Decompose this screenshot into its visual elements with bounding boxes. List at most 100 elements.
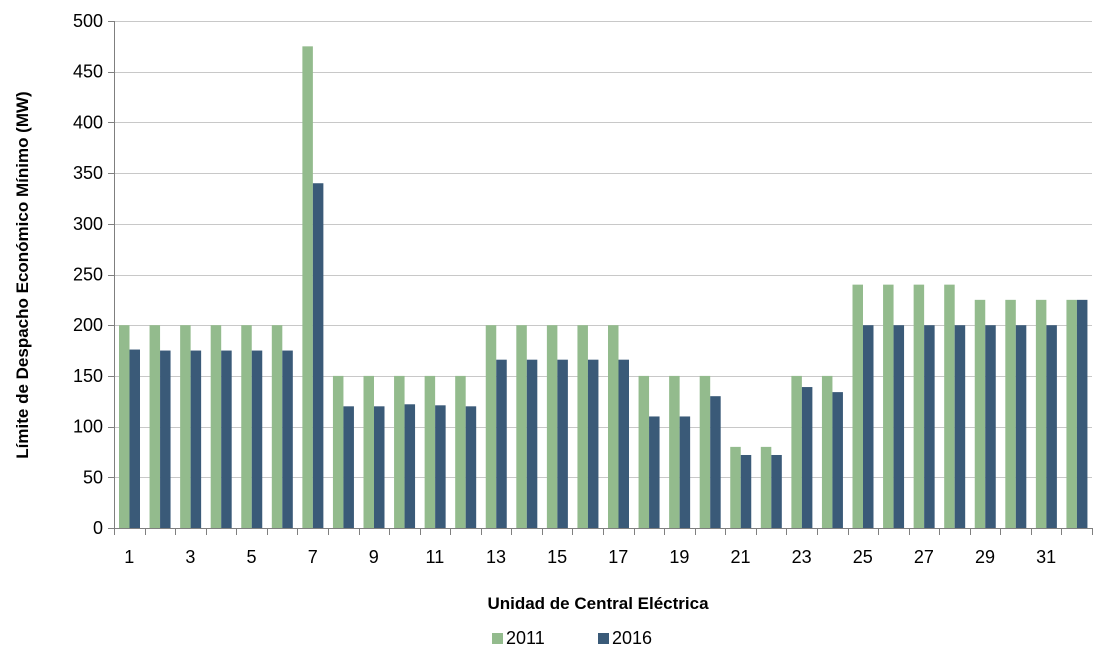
y-tick-label: 500 bbox=[73, 11, 103, 31]
bar-2011-25 bbox=[852, 284, 863, 528]
bar-2016-16 bbox=[587, 359, 599, 528]
bar-2016-3 bbox=[190, 350, 202, 528]
x-tick-label: 29 bbox=[975, 547, 995, 567]
x-tick-label: 3 bbox=[185, 547, 195, 567]
bar-2016-10 bbox=[404, 404, 416, 528]
y-tick-label: 450 bbox=[73, 62, 103, 82]
x-tick-label: 15 bbox=[547, 547, 567, 567]
legend-swatch bbox=[598, 633, 609, 644]
bar-2011-13 bbox=[485, 325, 497, 528]
bar-2016-8 bbox=[343, 406, 354, 528]
bar-2011-18 bbox=[638, 375, 650, 528]
x-tick-label: 1 bbox=[124, 547, 134, 567]
bar-2011-15 bbox=[546, 325, 558, 528]
bar-2016-2 bbox=[160, 350, 171, 528]
bar-2011-21 bbox=[730, 446, 741, 528]
bar-2016-29 bbox=[985, 325, 996, 528]
x-tick-label: 25 bbox=[853, 547, 873, 567]
bar-2011-11 bbox=[424, 375, 436, 528]
bar-2016-7 bbox=[312, 183, 324, 529]
bar-2016-30 bbox=[1015, 325, 1027, 528]
legend-swatch bbox=[492, 633, 503, 644]
y-tick-label: 300 bbox=[73, 214, 103, 234]
x-tick-labels: 1 3 5 7 9 11 13 15 17 19 21 23 25 27 29 31 bbox=[124, 547, 1056, 567]
legend: 2011 2016 bbox=[492, 628, 652, 648]
bar-2011-32 bbox=[1066, 299, 1077, 528]
x-tick-label: 13 bbox=[486, 547, 506, 567]
bar-2016-5 bbox=[251, 350, 263, 528]
bar-2016-17 bbox=[618, 359, 629, 528]
bar-2011-2 bbox=[149, 325, 161, 528]
bar-2011-5 bbox=[241, 325, 252, 528]
bar-2016-13 bbox=[496, 359, 507, 528]
bar-2016-26 bbox=[893, 325, 905, 528]
bars bbox=[119, 46, 1088, 529]
y-tick-label: 100 bbox=[73, 417, 103, 437]
bar-2011-12 bbox=[455, 375, 466, 528]
y-tick-label: 50 bbox=[83, 467, 103, 487]
x-tick-label: 11 bbox=[426, 547, 445, 567]
bar-2011-8 bbox=[332, 375, 344, 528]
bar-2016-6 bbox=[282, 350, 293, 528]
bar-2016-1 bbox=[129, 349, 140, 528]
x-tick-label: 21 bbox=[730, 547, 750, 567]
legend-label: 2016 bbox=[612, 628, 652, 648]
x-tick-label: 17 bbox=[608, 547, 628, 567]
legend-item-2011: 2011 bbox=[492, 628, 545, 648]
y-tick-label: 400 bbox=[73, 112, 103, 132]
bar-2016-12 bbox=[465, 406, 477, 528]
bar-2016-9 bbox=[374, 406, 385, 528]
legend-item-2016: 2016 bbox=[598, 628, 652, 648]
x-tick-label: 27 bbox=[914, 547, 934, 567]
bar-2011-20 bbox=[699, 375, 711, 528]
bar-2016-20 bbox=[710, 396, 721, 528]
x-tick-label: 23 bbox=[792, 547, 812, 567]
bar-2016-21 bbox=[740, 454, 752, 528]
bar-2011-22 bbox=[760, 446, 772, 528]
bar-2011-3 bbox=[180, 325, 191, 528]
y-tick-label: 250 bbox=[73, 265, 103, 285]
x-tick-label: 7 bbox=[308, 547, 318, 567]
bar-2016-23 bbox=[801, 387, 813, 528]
y-tick-label: 0 bbox=[93, 518, 103, 538]
bar-2011-9 bbox=[363, 375, 374, 528]
bar-2016-15 bbox=[557, 359, 568, 528]
bar-2016-28 bbox=[954, 325, 966, 528]
bar-2011-31 bbox=[1035, 299, 1047, 528]
bar-2011-7 bbox=[302, 46, 313, 528]
bar-2016-14 bbox=[526, 359, 538, 528]
bar-2011-17 bbox=[608, 325, 619, 528]
y-tick-labels: 0 50 100 150 200 250 300 350 400 450 500 bbox=[73, 11, 103, 538]
y-tick-label: 200 bbox=[73, 315, 103, 335]
bar-2016-22 bbox=[771, 454, 782, 528]
bar-2011-30 bbox=[1005, 299, 1016, 528]
bar-2011-16 bbox=[577, 325, 588, 528]
bar-2011-19 bbox=[669, 375, 680, 528]
bar-2011-10 bbox=[394, 375, 405, 528]
bar-2016-31 bbox=[1046, 325, 1057, 528]
bar-2016-25 bbox=[863, 325, 874, 528]
bar-2011-6 bbox=[271, 325, 283, 528]
bar-2011-4 bbox=[210, 325, 222, 528]
bar-2011-28 bbox=[944, 284, 955, 528]
y-axis-title: Límite de Despacho Económico Mínimo (MW) bbox=[13, 91, 32, 458]
bar-2011-29 bbox=[974, 299, 986, 528]
bar-2011-26 bbox=[883, 284, 894, 528]
legend-label: 2011 bbox=[506, 628, 545, 648]
bar-2011-23 bbox=[791, 375, 802, 528]
bar-2016-24 bbox=[832, 392, 843, 528]
bar-2011-27 bbox=[913, 284, 925, 528]
x-tick-label: 9 bbox=[369, 547, 379, 567]
bar-2011-24 bbox=[821, 375, 833, 528]
bar-2016-11 bbox=[435, 405, 446, 528]
bar-2011-1 bbox=[119, 325, 130, 528]
bar-2016-19 bbox=[679, 416, 691, 528]
bar-2016-4 bbox=[221, 350, 232, 528]
bar-2016-27 bbox=[924, 325, 935, 528]
y-tick-label: 350 bbox=[73, 163, 103, 183]
bar-2011-14 bbox=[516, 325, 527, 528]
y-tick-label: 150 bbox=[73, 366, 103, 386]
x-tick-label: 19 bbox=[669, 547, 689, 567]
